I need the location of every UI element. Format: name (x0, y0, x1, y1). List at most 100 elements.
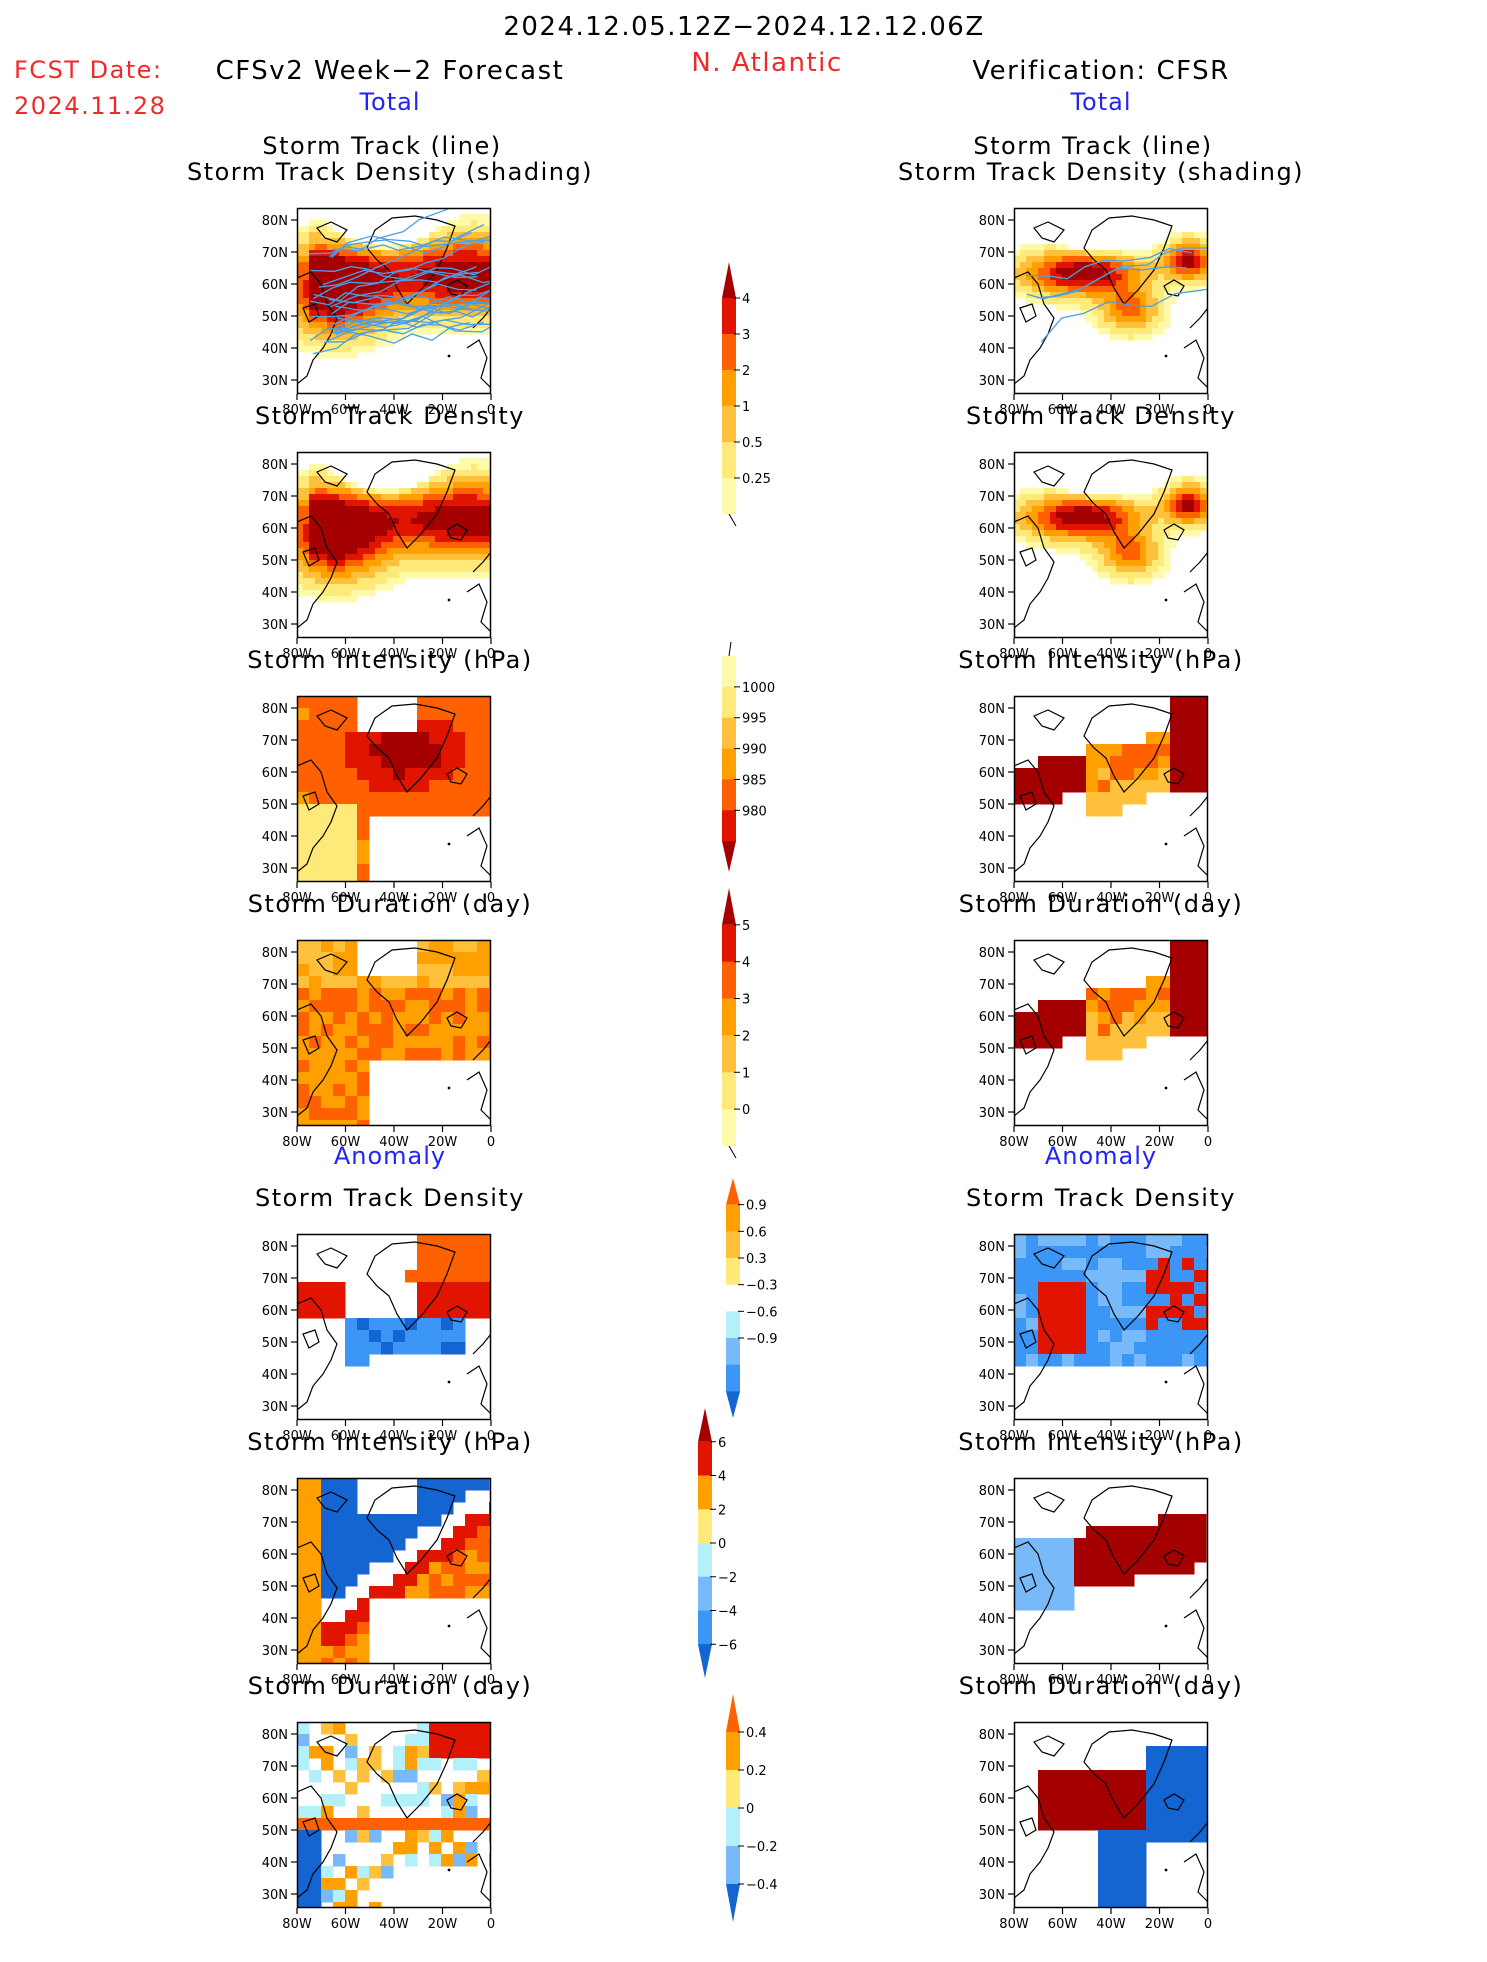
grid-cell (441, 1318, 454, 1331)
grid-cell (1170, 988, 1183, 1001)
grid-cell (399, 316, 406, 323)
grid-cell (453, 1722, 466, 1735)
y-tick-label: 50N (979, 1580, 1005, 1595)
grid-cell (1044, 536, 1051, 543)
grid-cell (1170, 1818, 1183, 1831)
grid-cell (1086, 286, 1093, 293)
grid-cell (321, 286, 328, 293)
grid-cell (441, 964, 454, 977)
grid-cell (333, 536, 340, 543)
grid-cell (333, 512, 340, 519)
grid-cell (345, 548, 352, 555)
grid-cell (1182, 512, 1189, 519)
grid-cell (405, 1342, 418, 1355)
grid-cell (375, 518, 382, 525)
grid-cell (1044, 512, 1051, 519)
grid-cell (339, 238, 346, 245)
grid-cell (357, 988, 370, 1001)
grid-cell (297, 262, 304, 269)
grid-cell (1116, 572, 1123, 579)
coastline (1189, 1821, 1208, 1843)
grid-cell (1128, 536, 1135, 543)
grid-cell (1146, 1270, 1159, 1283)
grid-cell (387, 578, 394, 585)
grid-cell (459, 220, 466, 227)
grid-cell (297, 1502, 310, 1515)
grid-cell (441, 1330, 454, 1343)
grid-cell (1062, 1770, 1075, 1783)
grid-cell (483, 530, 490, 537)
grid-cell (411, 572, 418, 579)
grid-cell (357, 1036, 370, 1049)
grid-cell (1056, 286, 1063, 293)
grid-cell (1032, 250, 1039, 257)
grid-cell (1164, 530, 1171, 537)
x-tick-label: 20W (1145, 1135, 1175, 1150)
grid-cell (399, 286, 406, 293)
x-tick-label: 40W (1096, 647, 1126, 662)
grid-cell (453, 1782, 466, 1795)
grid-cell (1038, 1000, 1051, 1013)
grid-cell (345, 988, 358, 1001)
grid-cell (441, 792, 454, 805)
grid-cell (465, 518, 472, 525)
grid-cell (1020, 280, 1027, 287)
grid-cell (1062, 304, 1069, 311)
grid-cell (375, 524, 382, 531)
grid-cell (1098, 1294, 1111, 1307)
coastline (302, 547, 320, 567)
grid-cell (1170, 756, 1183, 769)
grid-cell (1050, 1770, 1063, 1783)
grid-cell (297, 542, 304, 549)
grid-cell (1146, 1562, 1159, 1575)
grid-cell (1098, 1258, 1111, 1271)
grid-cell (447, 244, 454, 251)
grid-cell (1170, 488, 1177, 495)
grid-cell (417, 1746, 430, 1759)
date-range-title: 2024.12.05.12Z−2024.12.12.06Z (503, 12, 985, 42)
grid-cell (381, 1000, 394, 1013)
grid-cell (1014, 1586, 1027, 1599)
grid-cell (357, 864, 370, 877)
grid-cell (477, 1306, 490, 1319)
grid-cell (399, 524, 406, 531)
grid-cell (1134, 1036, 1147, 1049)
grid-cell (1038, 1550, 1051, 1563)
grid-cell (1122, 1270, 1135, 1283)
grid-cell (441, 554, 448, 561)
grid-cell (429, 1270, 442, 1283)
grid-cell (297, 536, 304, 543)
x-tick-label: 0 (1204, 1135, 1212, 1150)
grid-cell (297, 864, 310, 877)
grid-cell (345, 1048, 358, 1061)
grid-cell (375, 560, 382, 567)
grid-cell (1086, 1574, 1099, 1587)
grid-cell (393, 536, 400, 543)
grid-cell (1068, 274, 1075, 281)
grid-cell (453, 518, 460, 525)
grid-cell (1086, 780, 1099, 793)
grid-cell (429, 494, 436, 501)
grid-cell (345, 1108, 358, 1121)
grid-cell (1074, 536, 1081, 543)
grid-cell (309, 768, 322, 781)
grid-cell (1038, 500, 1045, 507)
grid-cell (465, 1782, 478, 1795)
grid-cell (1152, 274, 1159, 281)
grid-cell (1026, 512, 1033, 519)
grid-cell (1026, 1024, 1039, 1037)
grid-cell (1134, 542, 1141, 549)
grid-cell (321, 488, 328, 495)
grid-cell (423, 572, 430, 579)
grid-cell (453, 1758, 466, 1771)
grid-cell (1194, 952, 1207, 965)
grid-cell (399, 256, 406, 263)
x-tick-label: 60W (1048, 1135, 1078, 1150)
grid-cell (303, 578, 310, 585)
grid-cell (1062, 1806, 1075, 1819)
grid-cell (429, 1478, 442, 1491)
colorbar-label: 1000 (742, 681, 775, 696)
grid-cell (483, 298, 490, 305)
grid-cell (321, 226, 328, 233)
